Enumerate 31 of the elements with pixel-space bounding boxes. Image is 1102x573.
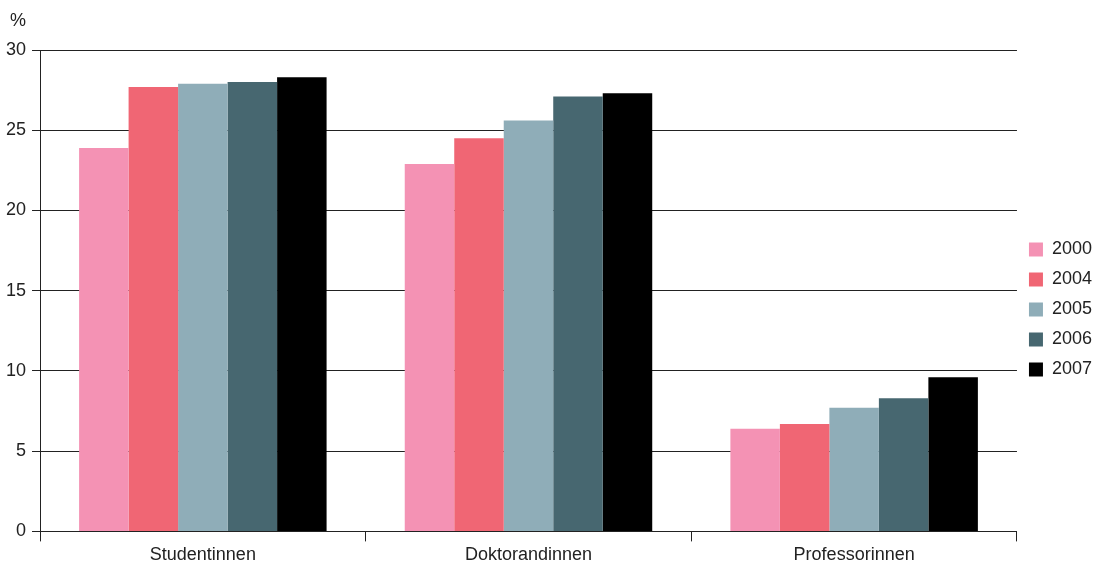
y-tick-label: 25 [5, 119, 27, 140]
bar [454, 138, 504, 531]
legend-label: 2000 [1051, 238, 1092, 259]
bar [79, 147, 129, 531]
x-tick-label: Doktorandinnen [464, 544, 593, 565]
y-tick-label: 20 [5, 199, 27, 220]
legend-label: 2005 [1051, 298, 1092, 319]
y-axis-title: % [10, 9, 27, 30]
y-tick-label: 0 [16, 520, 27, 541]
bar [829, 407, 879, 531]
bar [602, 93, 653, 531]
bar [128, 86, 179, 531]
legend-label: 2007 [1051, 358, 1092, 379]
bar [404, 163, 455, 531]
bar [503, 120, 554, 531]
y-tick-label: 15 [5, 279, 27, 300]
bar [178, 83, 228, 531]
bar [553, 96, 603, 531]
legend-label: 2004 [1051, 268, 1092, 289]
bar [779, 423, 830, 531]
y-tick-label: 30 [5, 38, 27, 59]
bar [227, 82, 278, 531]
bar [928, 377, 978, 531]
bar [277, 77, 327, 531]
x-tick-label: Studentinnen [149, 544, 256, 565]
x-tick-label: Professorinnen [793, 544, 915, 565]
bar [730, 428, 780, 531]
legend-label: 2006 [1051, 328, 1092, 349]
y-tick-label: 10 [5, 359, 27, 380]
y-tick-label: 5 [16, 440, 27, 461]
bar [878, 398, 929, 531]
